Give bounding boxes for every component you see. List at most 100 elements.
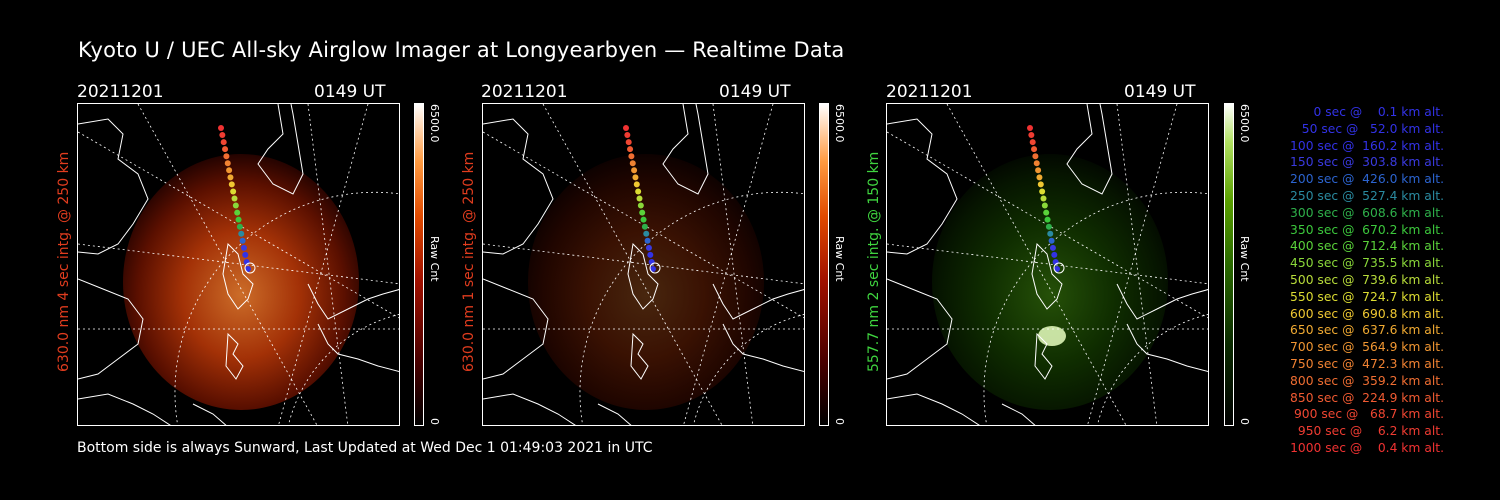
- grid-line: [712, 104, 754, 425]
- legend-row: 100 sec @ 160.2 km alt.: [1286, 138, 1444, 153]
- trajectory-dot: [1051, 251, 1058, 258]
- panel-2-date: 20211201: [481, 82, 568, 102]
- trajectory-dot: [1049, 244, 1056, 251]
- legend-row: 1000 sec @ 0.4 km alt.: [1290, 440, 1444, 455]
- grid-line: [946, 104, 1127, 425]
- footer-status: Bottom side is always Sunward, Last Upda…: [77, 440, 653, 456]
- coastline: [1126, 323, 1208, 372]
- trajectory-dot: [623, 125, 629, 131]
- trajectory-dot: [230, 188, 237, 195]
- panel-2-time: 0149 UT: [719, 82, 791, 102]
- trajectory-dot: [1044, 216, 1051, 223]
- trajectory-dot: [632, 174, 639, 181]
- panel-3-colorbar: [1224, 103, 1234, 426]
- coastline: [627, 242, 659, 310]
- trajectory-dot: [1036, 174, 1043, 181]
- grid-line: [887, 243, 1208, 285]
- trajectory-dot: [645, 244, 652, 251]
- grid-line: [137, 104, 318, 425]
- trajectory-dot: [633, 181, 640, 188]
- legend-row: 300 sec @ 608.6 km alt.: [1286, 205, 1444, 220]
- trajectory-dot: [219, 132, 226, 139]
- trajectory-dot: [635, 188, 642, 195]
- trajectory-dot: [239, 237, 246, 244]
- launch-site-marker: [244, 262, 256, 274]
- legend-row: 0 sec @ 0.1 km alt.: [1301, 105, 1444, 119]
- trajectory-dot: [240, 244, 247, 251]
- trajectory-dot: [228, 181, 235, 188]
- trajectory-dot: [223, 153, 230, 160]
- panel-1-colorbar: [414, 103, 424, 426]
- trajectory-dot: [641, 223, 648, 230]
- panel-2-colorbar-max: 6500.0: [833, 104, 846, 143]
- legend-row: 700 sec @ 564.9 km alt.: [1286, 340, 1444, 355]
- trajectory-dot: [643, 230, 650, 237]
- panel-1-side-label: 630.0 nm 4 sec intg. @ 250 km: [56, 151, 72, 372]
- aurora-bright-spot: [1038, 326, 1066, 346]
- legend-row: 900 sec @ 68.7 km alt.: [1290, 407, 1444, 422]
- panel-3-side-label: 557.7 nm 2 sec intg. @ 150 km: [866, 151, 882, 372]
- panel-1-colorbar-label: Raw Cnt: [428, 236, 441, 282]
- legend-row: 500 sec @ 739.6 km alt.: [1286, 272, 1444, 287]
- legend-row: 350 sec @ 670.2 km alt.: [1286, 222, 1444, 237]
- grid-line: [683, 104, 774, 425]
- sky-image: [123, 154, 359, 410]
- coastline: [483, 278, 549, 380]
- trajectory-dot: [1043, 209, 1050, 216]
- legend-row: 800 sec @ 359.2 km alt.: [1286, 373, 1444, 388]
- legend-row: 250 sec @ 527.4 km alt.: [1286, 188, 1444, 203]
- trajectory-dot: [639, 209, 646, 216]
- trajectory-dot: [1029, 139, 1036, 146]
- grid-line: [1097, 314, 1208, 425]
- legend-row: 50 sec @ 52.0 km alt.: [1293, 121, 1444, 136]
- grid-line: [542, 104, 723, 425]
- trajectory-dot: [625, 139, 632, 146]
- coastline: [887, 393, 980, 425]
- legend-row: 850 sec @ 224.9 km alt.: [1286, 390, 1444, 405]
- trajectory-dot: [1037, 181, 1044, 188]
- trajectory-dot: [1031, 146, 1038, 153]
- trajectory-dot: [1040, 195, 1047, 202]
- launch-site-marker: [649, 262, 661, 274]
- panel-3-date: 20211201: [886, 82, 973, 102]
- trajectory-dot: [637, 202, 644, 209]
- coastline: [307, 283, 399, 320]
- coastline: [483, 393, 576, 425]
- coastline: [887, 118, 958, 255]
- trajectory-dot: [624, 132, 631, 139]
- legend-row: 200 sec @ 426.0 km alt.: [1286, 172, 1444, 187]
- trajectory-dot: [1041, 202, 1048, 209]
- legend-row: 750 sec @ 472.3 km alt.: [1286, 356, 1444, 371]
- trajectory-dot: [1039, 188, 1046, 195]
- panel-3-colorbar-min: 0: [1238, 418, 1251, 425]
- coastline: [597, 403, 632, 425]
- panel-1-colorbar-min: 0: [428, 418, 441, 425]
- trajectory-dot: [235, 216, 242, 223]
- sky-image: [932, 154, 1168, 410]
- trajectory-dot: [232, 202, 239, 209]
- panel-2-colorbar-min: 0: [833, 418, 846, 425]
- trajectory-dot: [627, 146, 634, 153]
- trajectory-dot: [636, 195, 643, 202]
- trajectory-dot: [218, 125, 224, 131]
- page-title: Kyoto U / UEC All-sky Airglow Imager at …: [78, 38, 845, 62]
- panel-2-colorbar-label: Raw Cnt: [833, 236, 846, 282]
- trajectory-dot: [1035, 167, 1042, 174]
- legend-row: 550 sec @ 724.7 km alt.: [1286, 289, 1444, 304]
- legend-row: 450 sec @ 735.5 km alt.: [1286, 256, 1444, 271]
- coastline: [225, 332, 244, 380]
- trajectory-legend: 0 sec @ 0.1 km alt. 50 sec @ 52.0 km alt…: [1262, 104, 1444, 457]
- launch-site-marker: [1053, 262, 1065, 274]
- panel-1-date: 20211201: [77, 82, 164, 102]
- coastline: [1034, 332, 1053, 380]
- panel-2-image: [482, 103, 805, 426]
- coastline: [78, 393, 171, 425]
- grid-line: [483, 243, 804, 285]
- trajectory-dot: [1027, 125, 1033, 131]
- panel-3-time: 0149 UT: [1124, 82, 1196, 102]
- grid-line: [278, 104, 369, 425]
- coastline: [257, 104, 304, 195]
- grid-line: [288, 314, 399, 425]
- trajectory-dot: [1032, 153, 1039, 160]
- trajectory-dot: [644, 237, 651, 244]
